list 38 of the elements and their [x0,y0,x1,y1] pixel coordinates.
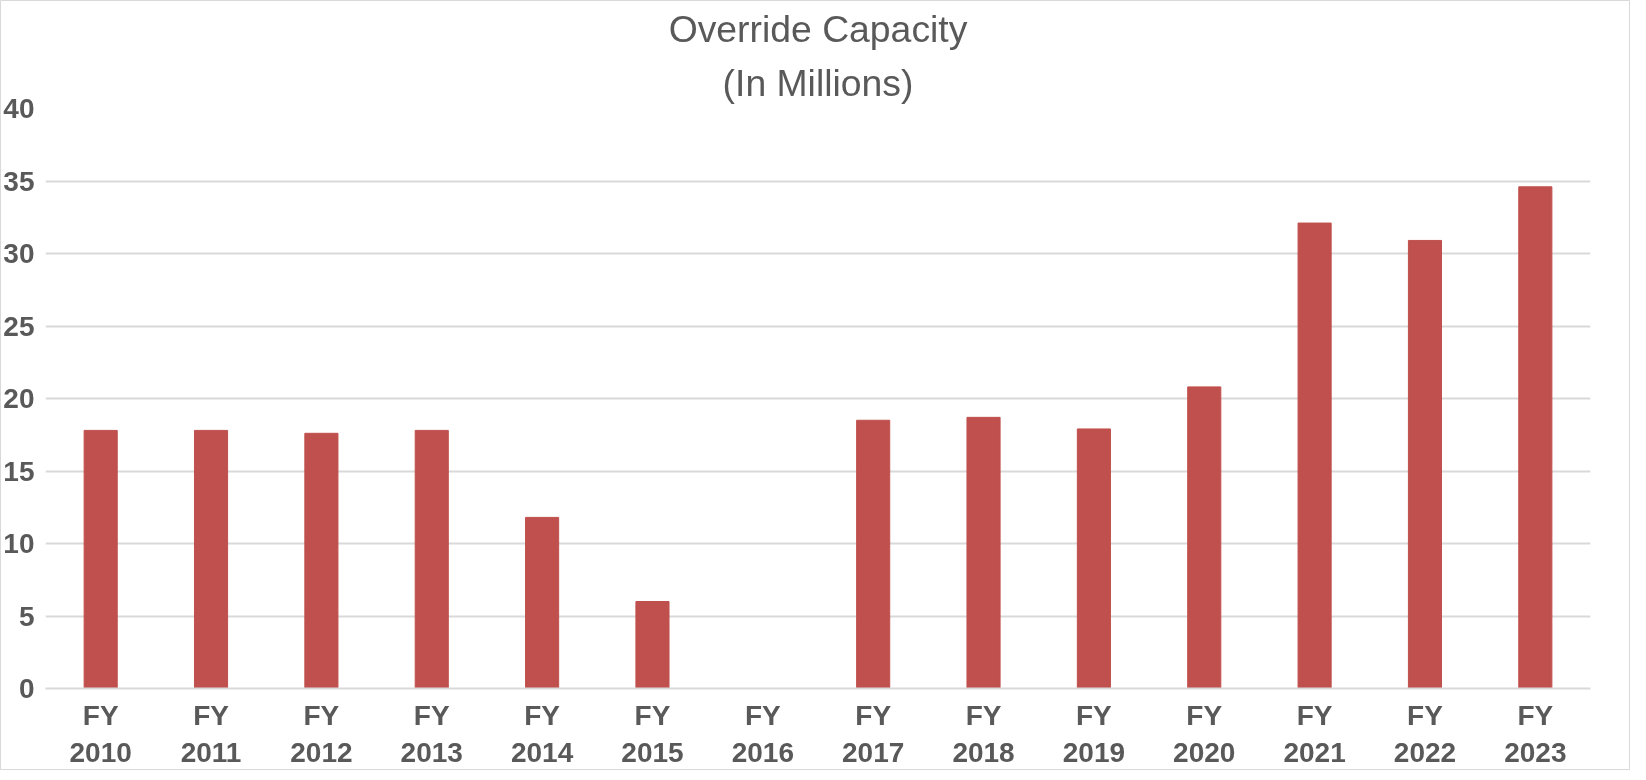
x-tick-label: FY 2013 [400,699,463,768]
y-tick-label: 10 [3,528,35,559]
bar [1187,386,1222,689]
x-tick-label: FY 2020 [1173,699,1236,768]
y-tick-label: 15 [3,455,35,487]
x-tick-label: FY 2019 [1062,699,1126,768]
x-tick-label: FY 2014 [510,699,574,768]
y-tick-label: 25 [3,310,35,342]
x-tick-label: FY 2017 [842,699,905,768]
y-tick-label: 20 [3,383,35,414]
bar [635,601,670,689]
bar [1407,239,1443,689]
bar [304,432,339,689]
x-tick-label: FY 2012 [290,699,353,768]
y-tick-label: 5 [18,600,35,632]
bar [856,419,891,689]
x-tick-label: FY 2023 [1504,699,1567,768]
x-tick-label: FY 2010 [69,699,132,768]
chart-subtitle: (In Millions) [722,61,914,104]
bar [193,429,229,689]
x-tick-label: FY 2022 [1393,699,1457,768]
x-tick-label: FY 2021 [1283,699,1346,768]
chart-title: Override Capacity [668,7,968,50]
y-tick-label: 40 [3,93,35,124]
y-tick-label: 30 [3,238,35,269]
bar [1297,222,1332,689]
x-tick-label: FY 2011 [180,699,242,768]
bar [525,516,560,689]
x-tick-label: FY 2015 [621,699,684,768]
bar [83,429,118,689]
bar [1518,186,1553,689]
x-tick-label: FY 2018 [952,699,1015,768]
bar [414,429,449,689]
y-tick-label: 35 [3,165,35,197]
x-tick-label: FY 2016 [731,699,794,768]
y-tick-label: 0 [18,673,35,704]
bar [1076,428,1111,689]
bar [966,416,1001,689]
